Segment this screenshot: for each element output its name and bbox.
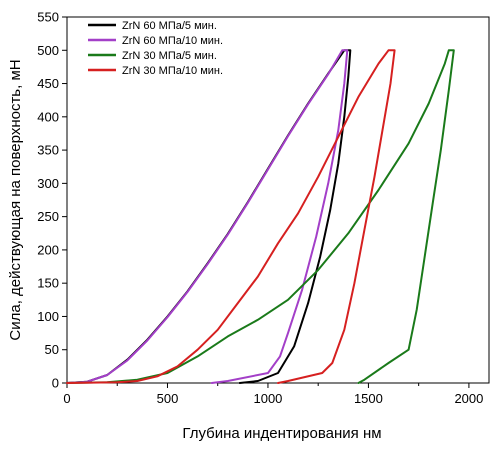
legend: ZrN 60 МПа/5 мин. ZrN 60 МПа/10 мин. ZrN 3… <box>88 20 223 77</box>
legend-label: ZrN 30 МПа/5 мин. <box>122 50 217 62</box>
series-line-4 <box>66 49 396 384</box>
series-line-3 <box>66 49 455 384</box>
x-axis-ticks: 0 500 1000 1500 2000 <box>63 383 483 406</box>
x-tick-label: 0 <box>63 391 70 406</box>
y-tick-label: 100 <box>37 309 59 324</box>
y-tick-label: 50 <box>45 342 59 357</box>
y-tick-label: 400 <box>37 109 59 124</box>
y-tick-label: 450 <box>37 76 59 91</box>
y-tick-label: 550 <box>37 10 59 25</box>
y-axis-label: Сила, действующая на поверхность, мН <box>7 59 24 340</box>
series-line-2 <box>66 49 349 384</box>
y-tick-label: 300 <box>37 176 59 191</box>
x-axis-label: Глубина индентирования нм <box>182 425 381 442</box>
y-tick-label: 150 <box>37 276 59 291</box>
legend-label: ZrN 60 МПа/10 мин. <box>122 35 223 47</box>
x-tick-label: 2000 <box>454 391 483 406</box>
x-tick-label: 1000 <box>253 391 282 406</box>
y-tick-label: 350 <box>37 143 59 158</box>
series-line-1 <box>66 49 352 384</box>
x-tick-label: 500 <box>157 391 179 406</box>
y-axis-ticks: 0 50 100 150 200 250 300 350 400 450 500 550 <box>37 10 67 391</box>
y-tick-label: 200 <box>37 242 59 257</box>
x-tick-label: 1500 <box>354 391 383 406</box>
legend-label: ZrN 60 МПа/5 мин. <box>122 20 217 32</box>
y-tick-label: 0 <box>52 376 59 391</box>
y-tick-label: 250 <box>37 209 59 224</box>
legend-label: ZrN 30 МПа/10 мин. <box>122 65 223 77</box>
y-tick-label: 500 <box>37 43 59 58</box>
series-layer <box>66 49 455 384</box>
